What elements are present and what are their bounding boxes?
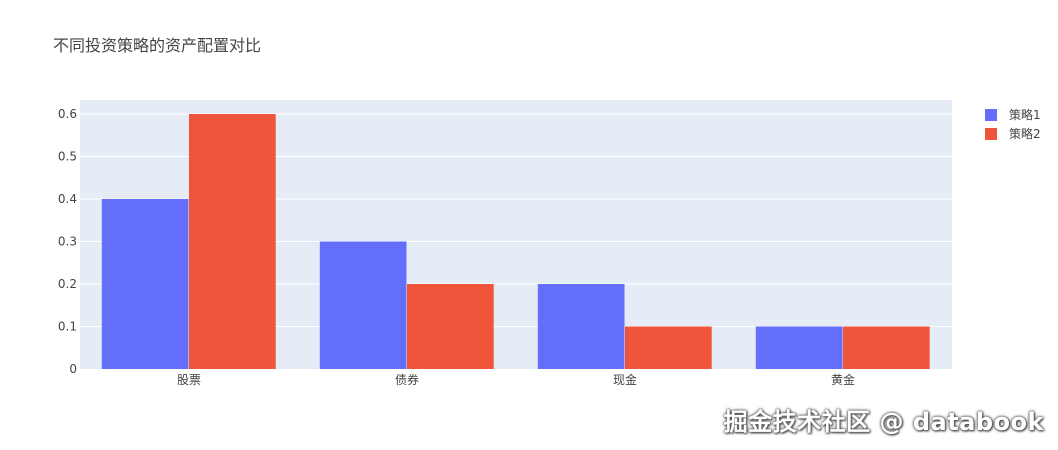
bar-策略1-现金[interactable] — [537, 284, 625, 369]
x-tick-label: 黄金 — [831, 372, 855, 387]
bar-策略2-现金[interactable] — [625, 326, 712, 369]
legend-swatch[interactable] — [985, 128, 997, 140]
y-tick-label: 0.5 — [58, 150, 77, 164]
bar-策略2-债券[interactable] — [407, 284, 494, 369]
bar-策略1-股票[interactable] — [101, 199, 189, 369]
y-tick-label: 0.1 — [58, 320, 77, 334]
bar-策略1-黄金[interactable] — [755, 326, 843, 369]
legend-swatch[interactable] — [985, 109, 997, 121]
x-tick-label: 股票 — [177, 373, 201, 387]
chart-title: 不同投资策略的资产配置对比 — [53, 36, 261, 55]
bar-策略2-黄金[interactable] — [843, 326, 930, 369]
x-tick-label: 现金 — [613, 372, 637, 387]
legend-label[interactable]: 策略1 — [1009, 107, 1041, 122]
bar-策略2-股票[interactable] — [189, 114, 276, 369]
y-tick-label: 0.4 — [58, 192, 77, 206]
y-tick-label: 0.3 — [58, 235, 77, 249]
bar-策略1-债券[interactable] — [319, 241, 407, 369]
watermark: 掘金技术社区 @ databook — [723, 408, 1044, 436]
x-tick-label: 债券 — [395, 372, 419, 387]
y-tick-label: 0.2 — [58, 277, 77, 291]
y-tick-label: 0.6 — [58, 107, 77, 121]
y-tick-label: 0 — [69, 362, 77, 376]
legend-label[interactable]: 策略2 — [1009, 126, 1041, 141]
